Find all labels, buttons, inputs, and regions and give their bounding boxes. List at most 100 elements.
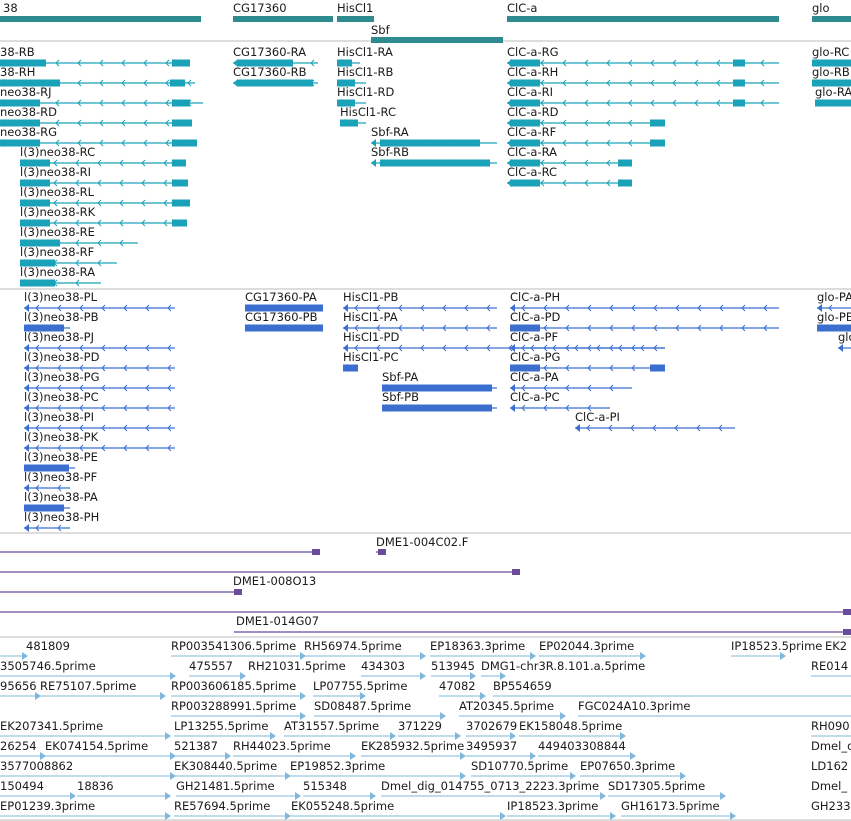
strand-chevron — [675, 304, 680, 312]
transcript-label: ClC-a-RI — [507, 85, 553, 99]
exon-block — [812, 59, 851, 67]
est-label: RP003541306.5prime — [171, 639, 296, 653]
exon-block — [0, 139, 40, 147]
transcript-model — [20, 279, 101, 287]
strand-chevron — [55, 59, 60, 67]
strand-chevron — [562, 159, 567, 167]
transcript-label: HisCl1-PD — [343, 330, 399, 344]
transcript-model — [20, 259, 117, 267]
strand-chevron — [609, 344, 614, 352]
strand-chevron — [165, 59, 170, 67]
transcript-model — [507, 59, 779, 67]
est-arrow-head — [455, 732, 461, 740]
clone-label: DME1-014G07 — [236, 614, 319, 628]
transcript-label: neo38-RJ — [0, 85, 52, 99]
clone-label: DME1-008O13 — [233, 574, 316, 588]
transcript-label: CG17360-PA — [245, 290, 317, 304]
strand-chevron — [53, 259, 58, 267]
clone-end-block — [843, 609, 851, 615]
strand-chevron — [55, 99, 60, 107]
strand-chevron — [244, 59, 249, 67]
est-arrow-head — [560, 712, 566, 720]
strand-chevron — [486, 324, 491, 332]
est-arrow-head — [22, 652, 28, 660]
est-label: SD10770.5prime — [471, 759, 568, 773]
est-label: 515348 — [303, 779, 347, 793]
strand-chevron — [33, 119, 38, 127]
est-label: 18836 — [77, 779, 114, 793]
strand-chevron — [121, 139, 126, 147]
strand-chevron — [586, 424, 591, 432]
strand-chevron — [165, 119, 170, 127]
strand-chevron — [35, 304, 40, 312]
strand-chevron — [31, 159, 36, 167]
strand-chevron — [719, 324, 724, 332]
strand-chevron — [470, 139, 475, 147]
strand-chevron — [716, 99, 721, 107]
strand-chevron — [167, 344, 172, 352]
strand-chevron — [565, 304, 570, 312]
strand-chevron — [141, 179, 146, 187]
exon-block — [812, 79, 851, 87]
strand-chevron — [760, 59, 765, 67]
est-label: IP18523.5prime — [731, 639, 822, 653]
exon-block — [510, 119, 540, 127]
strand-chevron — [442, 344, 447, 352]
est-label: 150494 — [0, 779, 44, 793]
exon-block — [0, 59, 46, 67]
strand-chevron — [11, 99, 16, 107]
strand-arrow-head — [510, 404, 515, 412]
strand-chevron — [448, 139, 453, 147]
strand-chevron — [694, 79, 699, 87]
transcript-model — [0, 79, 195, 87]
est-label: 521387 — [174, 739, 218, 753]
strand-chevron — [631, 304, 636, 312]
est-label: SD17305.5prime — [608, 779, 705, 793]
strand-chevron — [464, 304, 469, 312]
strand-chevron — [562, 59, 567, 67]
est-arrow-head — [300, 692, 306, 700]
strand-chevron — [565, 344, 570, 352]
gene-bar — [0, 16, 201, 22]
est-label: IP18523.3prime — [507, 799, 598, 813]
exon-block — [20, 239, 60, 247]
strand-chevron — [609, 324, 614, 332]
strand-chevron — [741, 304, 746, 312]
transcript-label: l(3)neo38-RC — [20, 145, 95, 159]
exon-block — [20, 159, 50, 167]
est-arrow-head — [780, 652, 786, 660]
exon-block — [20, 199, 50, 207]
strand-chevron — [540, 99, 545, 107]
transcript-label: ClC-a-PC — [510, 390, 560, 404]
strand-chevron — [521, 384, 526, 392]
strand-chevron — [540, 139, 545, 147]
est-label: BP554659 — [493, 679, 552, 693]
strand-chevron — [165, 139, 170, 147]
strand-chevron — [508, 344, 513, 352]
gene-label: 38 — [3, 1, 18, 15]
strand-chevron — [35, 484, 40, 492]
strand-chevron — [697, 304, 702, 312]
transcript-label: 38-RB — [0, 45, 35, 59]
strand-chevron — [741, 324, 746, 332]
strand-chevron — [587, 304, 592, 312]
est-label: EK285932.5prime — [361, 739, 464, 753]
exon-block — [510, 59, 540, 67]
strand-chevron — [587, 364, 592, 372]
exon-block — [382, 384, 492, 392]
strand-chevron — [481, 404, 486, 412]
strand-chevron — [609, 304, 614, 312]
transcript-model — [812, 59, 851, 67]
transcript-label: HisCl1-RA — [337, 45, 393, 59]
strand-chevron — [97, 239, 102, 247]
strand-chevron — [565, 404, 570, 412]
exon-block — [172, 219, 187, 227]
strand-chevron — [518, 79, 523, 87]
strand-chevron — [459, 384, 464, 392]
strand-arrow-head — [507, 99, 512, 107]
strand-chevron — [35, 344, 40, 352]
est-label: Dmel_d — [811, 739, 851, 753]
est-arrow-head — [600, 792, 606, 800]
strand-chevron — [55, 79, 60, 87]
strand-chevron — [101, 404, 106, 412]
